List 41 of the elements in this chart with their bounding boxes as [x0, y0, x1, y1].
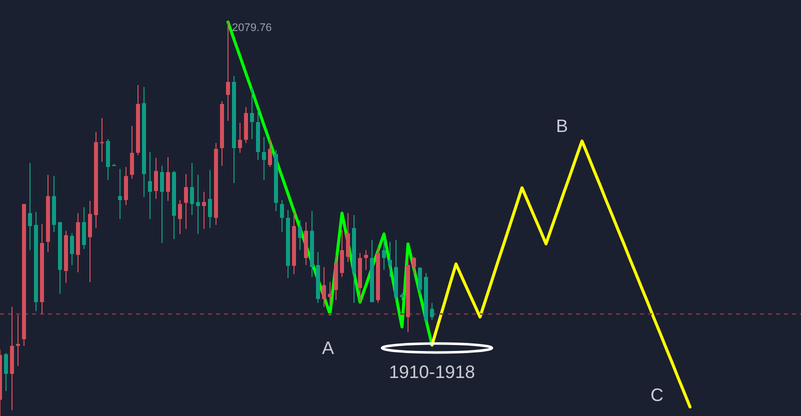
- candlestick: [28, 162, 32, 251]
- candlestick: [250, 88, 254, 140]
- candlestick: [160, 165, 164, 244]
- candlestick: [418, 266, 422, 296]
- candlestick: [268, 137, 272, 168]
- candlestick: [238, 122, 242, 154]
- candlestick: [100, 118, 104, 162]
- candlestick: [130, 126, 134, 180]
- candlestick: [184, 174, 188, 230]
- candlestick: [166, 156, 170, 202]
- candlestick: [226, 22, 230, 122]
- candlestick: [82, 206, 86, 250]
- candlestick: [382, 239, 386, 270]
- candlestick: [88, 200, 92, 283]
- candlestick: [364, 250, 368, 270]
- candlestick: [298, 220, 302, 251]
- candlestick: [154, 157, 158, 200]
- candlestick: [196, 174, 200, 234]
- candlestick: [70, 232, 74, 266]
- candlestick: [148, 152, 152, 220]
- candlestick: [208, 170, 212, 229]
- candlestick: [346, 212, 350, 262]
- annotation: 1910-1918: [388, 362, 476, 382]
- annotation: 2079.76: [232, 22, 272, 34]
- candlestick: [322, 266, 326, 308]
- candlestick: [412, 256, 416, 276]
- candlestick: [262, 136, 266, 180]
- candlestick: [178, 200, 182, 234]
- candlestick: [328, 282, 332, 306]
- candlestick: [202, 191, 206, 230]
- candlestick: [430, 302, 434, 320]
- text: B: [556, 116, 568, 136]
- candlestick: [16, 314, 20, 366]
- candlestick: [340, 230, 344, 278]
- candlestick: [280, 200, 284, 232]
- candlestick: [4, 352, 8, 392]
- annotation: C: [650, 385, 664, 405]
- candlestick: [388, 241, 392, 278]
- candlestick: [190, 162, 194, 216]
- candlestick: [118, 168, 122, 220]
- annotation: A: [322, 338, 334, 358]
